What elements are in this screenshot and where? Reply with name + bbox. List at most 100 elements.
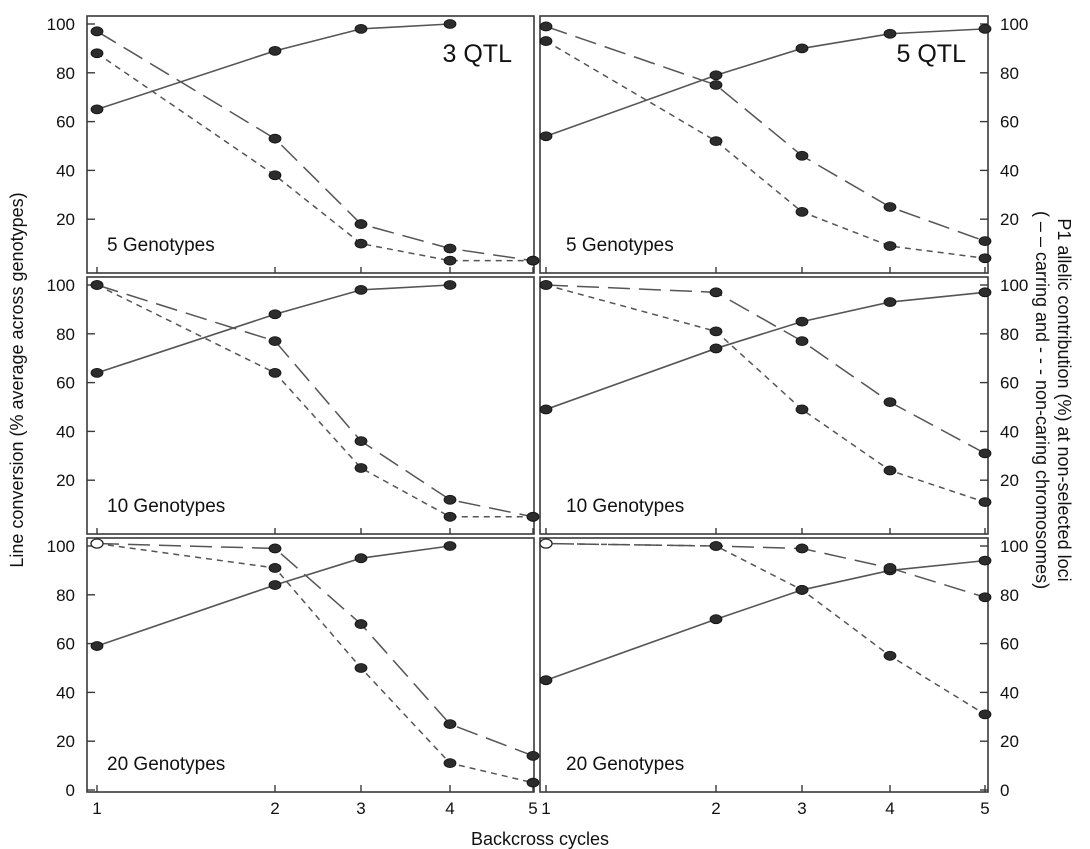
- y-tick-label: 60: [1000, 113, 1019, 132]
- x-tick-label: 2: [270, 799, 279, 818]
- data-point-solid: [354, 284, 368, 295]
- y-tick-label: 20: [1000, 210, 1019, 229]
- panel-label: 10 Genotypes: [566, 496, 684, 517]
- data-point-solid: [709, 614, 723, 625]
- data-point-long-dash: [526, 750, 540, 761]
- data-point-solid: [709, 343, 723, 354]
- x-tick-label: 3: [356, 799, 365, 818]
- data-point-short-dash: [268, 563, 282, 573]
- data-point-solid: [268, 580, 282, 590]
- data-point-long-dash: [354, 619, 368, 629]
- y-tick-label: 40: [56, 422, 75, 441]
- data-point-solid: [354, 23, 368, 34]
- y-tick-label: 100: [1000, 15, 1028, 34]
- y-tick-label: 80: [1000, 325, 1019, 344]
- data-point-short-dash: [795, 585, 809, 595]
- data-point-short-dash: [526, 511, 540, 522]
- qtl-label: 3 QTL: [443, 40, 513, 68]
- data-point-solid: [539, 675, 553, 686]
- y-tick-label: 80: [56, 586, 75, 605]
- data-point-short-dash: [354, 663, 368, 673]
- series-line-short-dash: [96, 542, 534, 784]
- data-point-long-dash: [795, 150, 809, 161]
- series-line-short-dash: [545, 542, 986, 715]
- series-line-short-dash: [545, 40, 986, 259]
- left-y-axis-title: Line conversion (% average across genoty…: [7, 192, 27, 567]
- x-tick-label: 3: [797, 799, 806, 818]
- x-tick-label: 5: [980, 799, 989, 818]
- data-point-short-dash: [268, 170, 282, 181]
- data-point-short-dash: [795, 404, 809, 415]
- panel-label: 5 Genotypes: [566, 235, 674, 256]
- data-point-short-dash: [90, 280, 104, 290]
- x-tick-label: 4: [885, 799, 894, 818]
- data-point-long-dash: [354, 219, 368, 229]
- data-point-short-dash: [883, 465, 897, 476]
- y-tick-label: 60: [1000, 635, 1019, 654]
- data-point-long-dash: [883, 202, 897, 212]
- right-y-axis-title-line1: P1 allelic contribution (%) at non-selec…: [1054, 218, 1074, 581]
- series-line-short-dash: [545, 284, 986, 503]
- y-tick-label: 40: [1000, 161, 1019, 180]
- y-tick-label: 20: [56, 732, 75, 751]
- y-tick-label: 40: [1000, 422, 1019, 441]
- x-tick-label: 2: [711, 799, 720, 818]
- data-point-solid: [795, 43, 809, 54]
- right-y-axis-title-line2: ( – – carring and - - - non-caring chrom…: [1032, 211, 1052, 589]
- panel-label: 20 Genotypes: [107, 754, 225, 775]
- y-tick-label: 20: [56, 471, 75, 490]
- data-point-short-dash: [539, 280, 553, 290]
- data-point-long-dash: [795, 543, 809, 554]
- data-point-solid: [90, 641, 104, 651]
- data-point-long-dash: [539, 21, 553, 32]
- data-point-long-dash: [978, 236, 992, 247]
- y-tick-label: 100: [1000, 276, 1028, 295]
- y-tick-label: 40: [56, 683, 75, 702]
- data-point-solid: [354, 553, 368, 564]
- y-tick-label: 0: [66, 781, 75, 800]
- panel-frame: [86, 276, 535, 535]
- series-line-short-dash: [96, 284, 533, 518]
- data-point-solid: [795, 316, 809, 327]
- series-line-solid: [545, 291, 986, 411]
- series-line-long-dash: [96, 284, 534, 518]
- data-point-solid: [883, 28, 897, 39]
- data-point-long-dash: [443, 719, 457, 730]
- series-line-short-dash: [96, 52, 533, 262]
- data-point-solid: [978, 555, 992, 566]
- panel-1-1: 20 40 60 80 100 5 Genotypes 3 QTL: [47, 15, 540, 274]
- data-point-short-dash: [795, 206, 809, 217]
- panel-2-1: 20 40 60 80 100 10 Genotypes: [47, 276, 540, 535]
- y-tick-label: 60: [56, 374, 75, 393]
- y-tick-label: 40: [1000, 683, 1019, 702]
- data-point-short-dash: [354, 238, 368, 249]
- x-tick-label: 1: [541, 799, 550, 818]
- data-point-short-dash: [90, 48, 104, 59]
- data-point-solid: [443, 280, 457, 290]
- y-tick-label: 100: [47, 276, 75, 295]
- panel-label: 5 Genotypes: [107, 235, 215, 256]
- data-point-long-dash: [709, 80, 723, 90]
- x-tick-label: 5: [528, 799, 537, 818]
- data-point-solid: [90, 104, 104, 115]
- data-point-short-dash: [883, 650, 897, 661]
- panel-2-2: 20 40 60 80 100 10 Genotypes: [539, 276, 1028, 535]
- data-point-long-dash: [354, 436, 368, 447]
- x-tick-label: 4: [445, 799, 454, 818]
- data-point-short-dash: [883, 241, 897, 251]
- data-point-solid: [539, 131, 553, 142]
- panel-1-2: 20 40 60 80 100 5 Genotypes 5 QTL: [539, 15, 1028, 274]
- panel-label: 10 Genotypes: [107, 496, 225, 517]
- panel-label: 20 Genotypes: [566, 754, 684, 775]
- data-point-long-dash: [883, 563, 897, 573]
- y-tick-label: 20: [1000, 732, 1019, 751]
- y-tick-label: 60: [1000, 374, 1019, 393]
- y-tick-label: 80: [56, 64, 75, 83]
- y-tick-label: 100: [47, 537, 75, 556]
- data-point-solid: [268, 45, 282, 56]
- data-point-short-dash: [539, 538, 553, 549]
- x-tick-label: 1: [92, 799, 101, 818]
- data-point-long-dash: [978, 592, 992, 603]
- panel-frame: [539, 15, 989, 274]
